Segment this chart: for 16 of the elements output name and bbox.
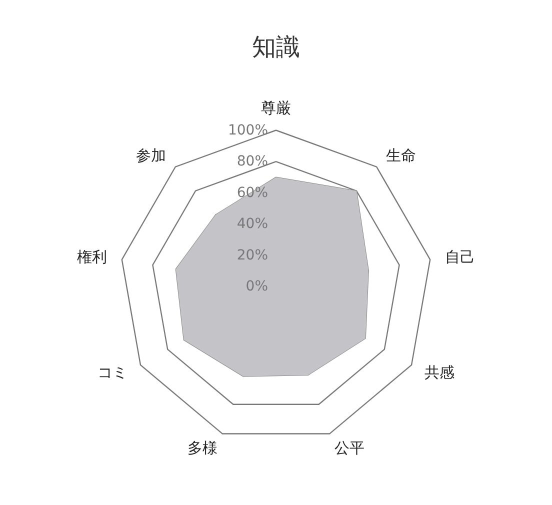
spoke-label: 多様 (187, 438, 218, 457)
spoke-label: 共感 (424, 363, 455, 382)
y-tick-label: 0% (246, 278, 268, 295)
spoke-label: 権利 (77, 248, 108, 266)
chart-title: 知識 (252, 33, 300, 61)
y-tick-label: 80% (236, 154, 268, 170)
spoke-label: 公平 (334, 438, 365, 457)
spoke-label: 生命 (386, 146, 416, 164)
spoke-label: コミ (97, 363, 128, 382)
spoke-label: 参加 (136, 146, 166, 164)
y-tick-label: 60% (236, 184, 268, 201)
spoke-label: 尊厳 (261, 98, 291, 117)
y-tick-label: 100% (228, 122, 268, 138)
spoke-label: 自己 (444, 248, 475, 266)
y-tick-label: 20% (236, 247, 268, 264)
y-tick-label: 40% (236, 216, 268, 232)
